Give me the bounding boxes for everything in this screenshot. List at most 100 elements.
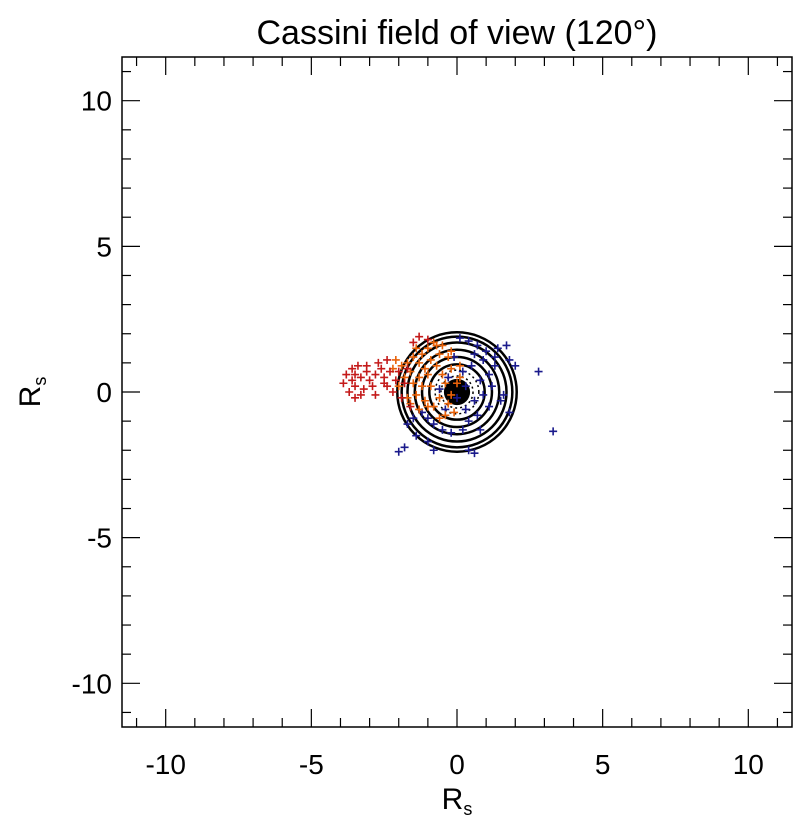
scatter-point [485, 402, 494, 411]
scatter-point [362, 361, 371, 370]
scatter-point [386, 367, 394, 376]
scatter-point [458, 425, 467, 434]
scatter-point [490, 361, 499, 370]
scatter-point [511, 361, 520, 370]
scatter-point [455, 361, 464, 370]
scatter-point [409, 379, 418, 388]
scatter-point [415, 405, 424, 414]
scatter-point [464, 337, 473, 346]
scatter-point [447, 347, 456, 356]
scatter-point [476, 376, 485, 385]
scatter-point [342, 370, 351, 379]
scatter-point [435, 385, 444, 394]
scatter-point [435, 414, 444, 423]
scatter-point [394, 447, 403, 456]
series [394, 334, 558, 458]
scatter-point [423, 335, 432, 344]
scatter-point [409, 338, 418, 347]
scatter-point [345, 388, 354, 396]
ring [413, 348, 501, 436]
scatter-point [470, 350, 479, 359]
scatter-point [394, 367, 403, 376]
scatter-point [490, 353, 499, 362]
scatter-point [418, 350, 427, 359]
scatter-point [348, 364, 357, 373]
scatter-point [429, 446, 438, 455]
scatter-point [549, 427, 558, 436]
x-tick-label: -10 [145, 749, 185, 780]
scatter-point [383, 382, 392, 391]
scatter-point [470, 396, 479, 405]
scatter-point [435, 393, 444, 402]
ring [406, 341, 508, 443]
scatter-point [473, 341, 482, 350]
scatter-point [409, 414, 418, 423]
scatter-point [400, 443, 409, 452]
scatter-point [479, 355, 488, 364]
scatter-point [423, 370, 432, 379]
ring [400, 335, 514, 449]
y-tick-label: -10 [72, 668, 112, 699]
scatter-point [415, 332, 424, 341]
y-axis-label: Rs [14, 377, 50, 408]
scatter-point [423, 344, 432, 353]
scatter-point [441, 411, 450, 420]
scatter-point [339, 379, 348, 388]
ring [440, 375, 474, 409]
scatter-point [438, 425, 447, 434]
scatter-point [356, 390, 365, 399]
scatter-point [412, 390, 421, 399]
scatter-point [467, 361, 476, 370]
scatter-point [377, 364, 386, 373]
scatter-point [391, 376, 400, 385]
scatter-point [351, 370, 360, 379]
scatter-point [464, 417, 473, 426]
scatter-point [458, 367, 467, 376]
scatter-point [464, 446, 473, 455]
x-tick-label: 0 [449, 749, 465, 780]
scatter-point [444, 373, 453, 382]
scatter-point [438, 370, 447, 379]
y-tick-label: 5 [96, 231, 112, 262]
scatter-point [368, 382, 377, 391]
scatter-point [453, 393, 461, 402]
x-tick-label: -5 [299, 749, 324, 780]
scatter-point [388, 388, 397, 396]
scatter-point [371, 390, 380, 399]
scatter-point [353, 361, 362, 370]
scatter-point [502, 341, 511, 350]
scatter-point [453, 379, 461, 388]
scatter-point [420, 396, 429, 405]
scatter-point [482, 347, 491, 356]
scatter-point [420, 364, 429, 373]
scatter-point [426, 355, 435, 364]
scatter-point [429, 420, 438, 429]
x-axis-label-main: R [442, 783, 464, 816]
scatter-point [365, 376, 374, 385]
scatter-point [406, 402, 415, 411]
scatter-point [391, 355, 400, 364]
scatter-point [403, 420, 412, 429]
scatter-point [351, 382, 360, 391]
scatter-point [534, 367, 543, 376]
scatter-point [441, 379, 450, 388]
y-tick-labels: -10 -5 0 5 10 [72, 86, 112, 700]
ring [396, 331, 518, 453]
scatter-point [400, 379, 409, 388]
ring [434, 369, 480, 415]
scatter-point [432, 361, 441, 370]
scatter-point [461, 405, 470, 414]
axis-ticks [122, 57, 792, 727]
scatter-point [444, 353, 453, 362]
scatter-point [356, 373, 365, 382]
scatter-point [383, 355, 392, 364]
scatter-point [473, 411, 482, 420]
x-tick-labels: -10 -5 0 5 10 [145, 749, 763, 780]
scatter-point [415, 358, 424, 367]
y-tick-label: -5 [87, 523, 112, 554]
scatter-point [394, 382, 403, 391]
scatter-point [450, 408, 459, 417]
scatter-point [403, 364, 412, 373]
scatter-point [359, 385, 368, 394]
scatter-point [432, 341, 441, 350]
